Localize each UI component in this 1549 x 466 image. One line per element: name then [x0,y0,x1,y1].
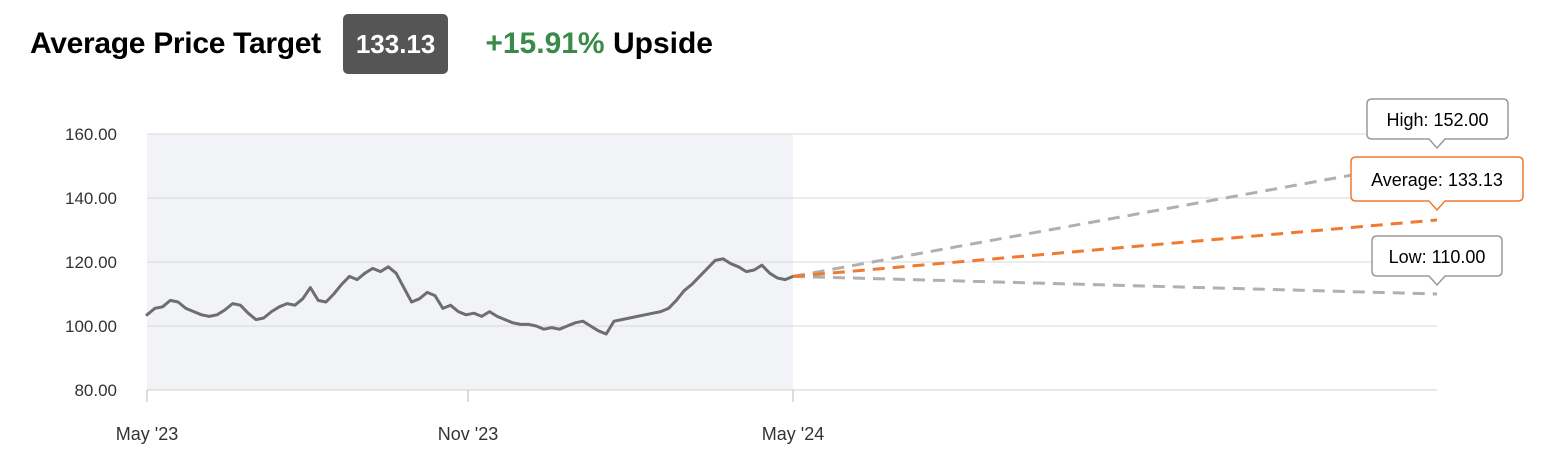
average-target-callout [1350,156,1524,212]
upside-label: Upside [612,27,713,60]
high-target-line [792,158,1438,278]
x-tick-label: May '24 [762,424,824,444]
upside-percent: +15.91% [485,27,605,60]
y-tick-label: 80.00 [74,381,117,400]
callout-label: Average: 133.13 [1371,170,1503,190]
callout-label: High: 152.00 [1386,110,1488,130]
y-tick-label: 140.00 [65,189,117,208]
y-tick-label: 100.00 [65,317,117,336]
price-history-line [145,257,795,336]
low-target-line [792,274,1438,296]
upside-summary: +15.91% Upside [485,27,713,61]
average-target-line [792,218,1438,278]
y-tick-label: 120.00 [65,253,117,272]
x-tick-label: May '23 [116,424,178,444]
callout-label: Low: 110.00 [1389,247,1486,267]
average-target-badge: 133.13 [342,14,449,74]
page-title: Average Price Target [30,27,321,60]
x-tick-label: Nov '23 [438,424,498,444]
price-target-header: Average Price Target 133.13 +15.91% Upsi… [30,14,713,74]
low-target-callout [1371,235,1503,287]
high-target-callout [1366,98,1509,150]
y-tick-label: 160.00 [65,125,117,144]
